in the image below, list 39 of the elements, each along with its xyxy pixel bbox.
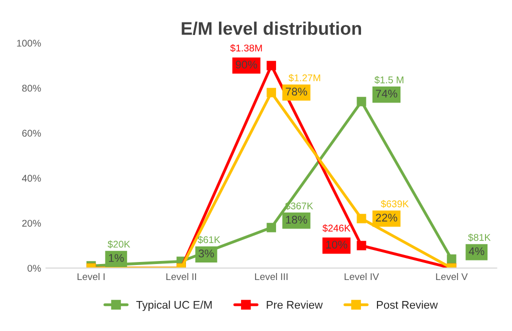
point — [266, 60, 276, 70]
point — [266, 222, 276, 232]
annotation: $61K — [198, 236, 220, 244]
x-tick-label: Level I — [78, 272, 105, 280]
y-tick-label: 0% — [28, 264, 41, 272]
y-tick-label: 80% — [22, 84, 41, 92]
x-tick-label: Level II — [166, 272, 196, 280]
annotation: $639K — [380, 200, 409, 208]
data-label: 18% — [286, 216, 308, 224]
y-tick-label: 20% — [22, 220, 41, 227]
y-tick-label: 40% — [22, 174, 41, 182]
y-tick-label: 100% — [17, 40, 41, 47]
data-label: 22% — [376, 214, 398, 222]
x-tick-label: Level III — [255, 272, 288, 280]
point — [446, 254, 456, 264]
point — [356, 214, 366, 224]
annotation: $246K — [322, 224, 350, 232]
data-label: 10% — [326, 240, 348, 249]
annotation: $1.5 M — [374, 76, 404, 84]
legend-label: Typical UC E/M — [136, 300, 212, 311]
x-tick-label: Level IV — [344, 272, 379, 280]
data-label: 3% — [198, 250, 214, 258]
annotation: $20K — [108, 240, 130, 248]
y-tick-label: 60% — [22, 130, 41, 137]
chart-title: E/M level distribution — [182, 22, 362, 36]
legend-label: Pre Review — [266, 300, 323, 309]
data-label: 78% — [286, 88, 308, 96]
point — [356, 96, 366, 106]
data-label: 4% — [468, 247, 484, 256]
data-label: 74% — [376, 90, 398, 98]
x-tick-label: Level V — [436, 272, 468, 280]
data-label: 1% — [108, 254, 124, 262]
data-label: 90% — [236, 60, 258, 69]
annotation: $81K — [468, 234, 491, 242]
point — [356, 240, 366, 250]
annotation: $1.38M — [230, 44, 262, 52]
point — [266, 88, 276, 98]
annotation: $1.27M — [288, 74, 320, 82]
legend-label: Post Review — [376, 300, 438, 309]
